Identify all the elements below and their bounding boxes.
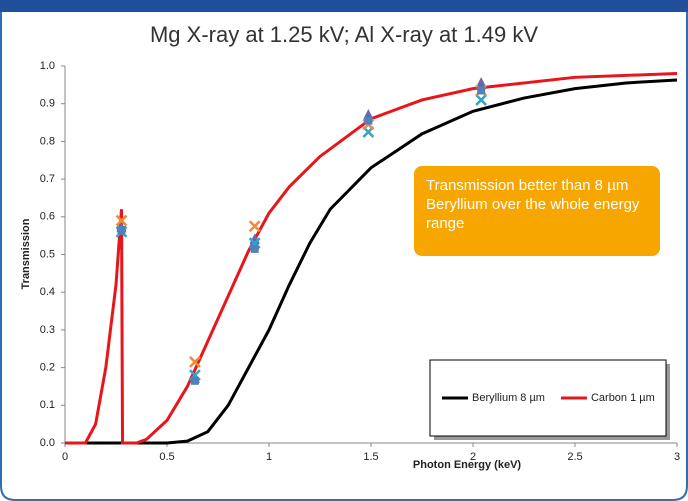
marker [477,86,486,95]
y-axis-label: Transmission [20,218,32,289]
y-tick-label: 0.1 [40,399,55,411]
x-tick-label: 0.5 [159,451,174,463]
y-tick-label: 0.3 [40,324,55,336]
marker [364,116,373,125]
x-tick-label: 1.5 [363,451,378,463]
chart-title: Mg X-ray at 1.25 kV; Al X-ray at 1.49 kV [150,22,538,47]
x-tick-label: 2 [470,451,476,463]
legend [429,359,667,437]
annotation-box: Transmission better than 8 µm Beryllium … [414,166,660,256]
y-tick-label: 0.2 [40,362,55,374]
marker [475,94,488,106]
y-tick-label: 0.7 [40,173,55,185]
x-tick-label: 3 [674,451,680,463]
y-tick-label: 0.9 [40,98,55,110]
marker [248,220,261,233]
marker [115,214,128,227]
line [65,78,678,445]
header-bar [0,0,688,12]
y-tick-label: 0.8 [40,135,55,147]
y-tick-label: 0.6 [40,211,55,223]
marker [476,76,487,87]
x-tick-label: 0 [62,451,68,463]
y-tick-label: 0.4 [40,286,55,298]
marker [250,244,259,253]
marker [117,225,126,234]
y-tick-label: 0.5 [40,248,55,260]
y-tick-label: 1.0 [40,60,55,72]
marker [190,376,199,385]
y-tick-label: 0.0 [40,437,55,449]
legend-label: Beryllium 8 µm [472,392,545,404]
x-axis-label: Photon Energy (keV) [413,459,522,471]
x-tick-label: 2.5 [567,451,582,463]
x-tick-label: 1 [266,451,272,463]
legend-label: Carbon 1 µm [591,392,655,404]
marker [189,356,201,368]
frame-border [0,12,688,501]
